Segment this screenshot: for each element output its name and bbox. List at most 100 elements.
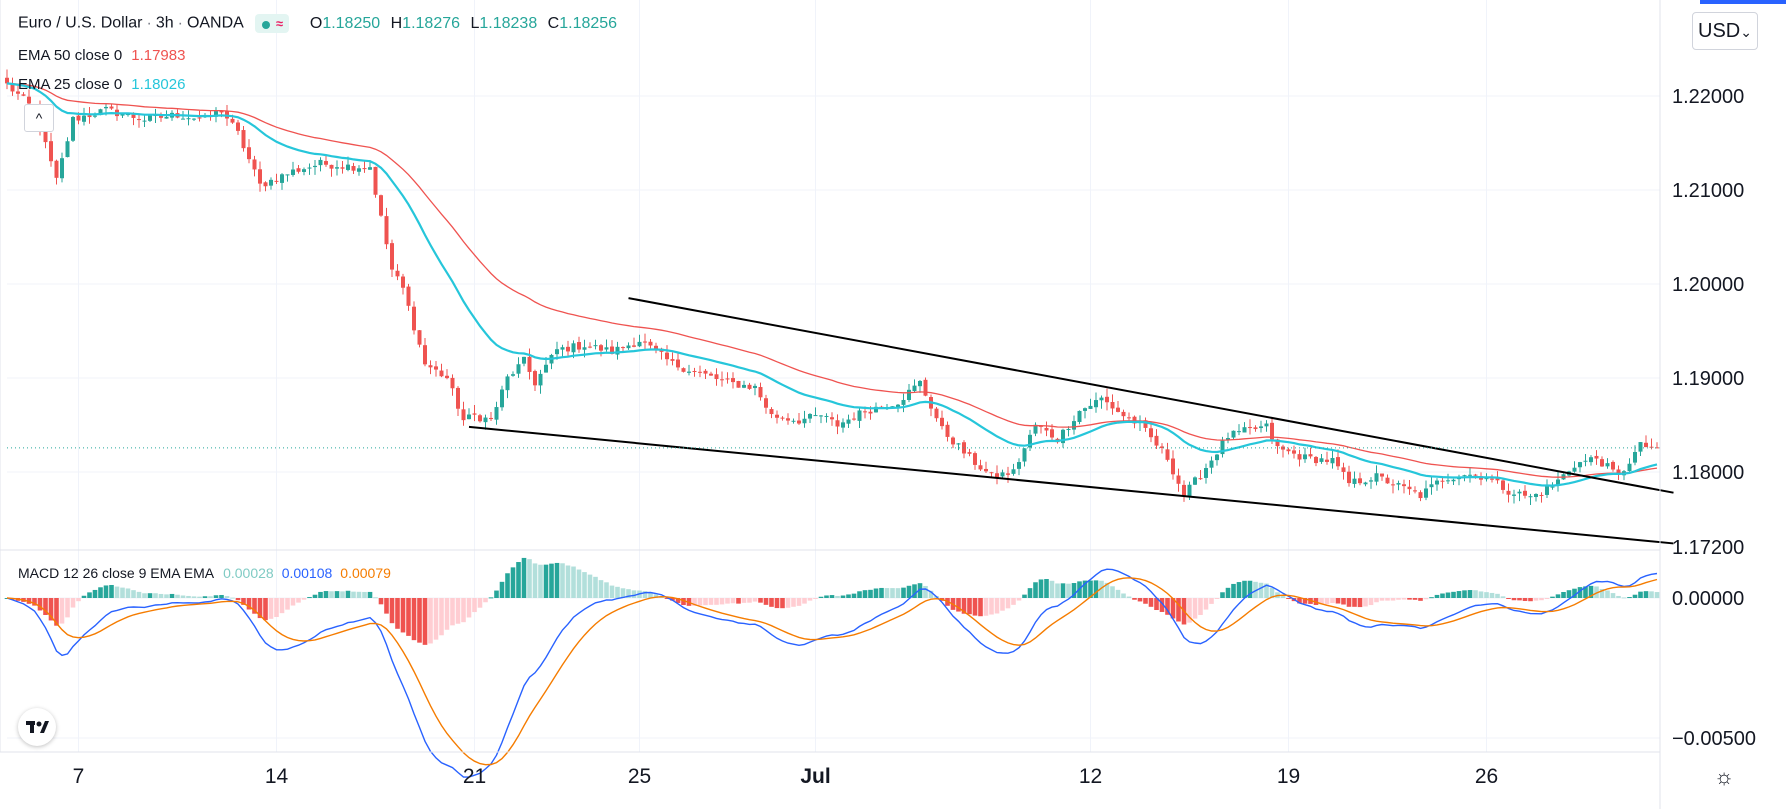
candle-body bbox=[428, 365, 433, 368]
macd-histogram-bar bbox=[1242, 580, 1247, 598]
ema25-legend[interactable]: EMA 25 close 0 1.18026 bbox=[18, 76, 185, 93]
macd-histogram-bar bbox=[1198, 598, 1203, 615]
candle-body bbox=[1050, 429, 1054, 438]
candle-body bbox=[357, 168, 361, 172]
macd-histogram-bar bbox=[692, 598, 697, 606]
candle-body bbox=[703, 370, 708, 374]
candle-body bbox=[54, 160, 59, 178]
candle-body bbox=[1369, 480, 1373, 482]
macd-histogram-bar bbox=[1363, 598, 1368, 607]
currency-button[interactable]: USD⌄ bbox=[1692, 12, 1758, 50]
candle-body bbox=[1303, 454, 1307, 460]
candle-body bbox=[137, 119, 141, 121]
candle-body bbox=[945, 424, 950, 437]
candle-body bbox=[1462, 475, 1467, 477]
macd-histogram-bar bbox=[136, 591, 142, 598]
macd-histogram-bar bbox=[758, 598, 763, 603]
candle-body bbox=[846, 419, 851, 424]
macd-histogram-bar bbox=[923, 585, 928, 598]
candle-body bbox=[65, 141, 70, 158]
macd-histogram-bar bbox=[1555, 594, 1561, 598]
candle-body bbox=[1198, 478, 1203, 480]
macd-histogram-bar bbox=[961, 598, 967, 614]
macd-histogram-bar bbox=[725, 598, 730, 604]
macd-histogram-bar bbox=[1467, 590, 1473, 598]
macd-histogram-bar bbox=[230, 597, 235, 599]
ema50-legend[interactable]: EMA 50 close 0 1.17983 bbox=[18, 47, 185, 64]
candle-body bbox=[1638, 442, 1643, 452]
candle-body bbox=[219, 110, 224, 113]
macd-histogram-bar bbox=[1038, 579, 1044, 598]
candle-body bbox=[247, 147, 251, 160]
candle-body bbox=[1589, 457, 1593, 463]
market-status-icon[interactable]: ≈ bbox=[255, 14, 290, 33]
candle-body bbox=[1270, 422, 1274, 440]
collapse-legend-button[interactable]: ^ bbox=[24, 104, 54, 132]
macd-histogram-bar bbox=[301, 598, 307, 600]
macd-histogram-bar bbox=[65, 598, 70, 618]
macd-histogram-bar bbox=[1022, 594, 1027, 598]
candle-body bbox=[186, 118, 191, 120]
macd-histogram-bar bbox=[769, 598, 774, 607]
macd-histogram-bar bbox=[1027, 588, 1033, 598]
macd-legend[interactable]: MACD 12 26 close 9 EMA EMA 0.00028 0.00108… bbox=[18, 565, 391, 581]
macd-histogram-bar bbox=[1044, 579, 1049, 598]
candle-body bbox=[1011, 469, 1016, 474]
macd-histogram-bar bbox=[653, 594, 659, 598]
candle-body bbox=[951, 437, 955, 445]
candle-body bbox=[1451, 479, 1456, 482]
candle-body bbox=[423, 345, 427, 365]
candle-body bbox=[1556, 479, 1560, 486]
ema50-label: EMA 50 close 0 bbox=[18, 47, 123, 64]
candle-body bbox=[302, 169, 306, 172]
macd-histogram-bar bbox=[1368, 598, 1374, 606]
macd-histogram-bar bbox=[257, 598, 263, 619]
candle-body bbox=[181, 118, 185, 120]
candle-body bbox=[148, 115, 152, 121]
macd-histogram-bar bbox=[318, 591, 323, 598]
candle-body bbox=[868, 411, 873, 414]
macd-histogram-bar bbox=[92, 589, 98, 598]
macd-histogram-bar bbox=[1220, 592, 1225, 598]
tradingview-logo-icon[interactable] bbox=[18, 708, 56, 746]
macd-histogram-bar bbox=[406, 598, 411, 636]
candle-body bbox=[1380, 473, 1384, 477]
candle-body bbox=[1132, 416, 1137, 424]
macd-histogram-bar bbox=[615, 586, 620, 598]
ema25-line bbox=[6, 82, 1658, 487]
candle-body bbox=[98, 109, 103, 116]
macd-histogram-bar bbox=[802, 598, 807, 604]
candle-body bbox=[973, 453, 977, 465]
macd-histogram-bar bbox=[670, 598, 675, 601]
macd-histogram-bar bbox=[488, 597, 494, 599]
candle-body bbox=[93, 115, 97, 117]
candle-body bbox=[395, 270, 400, 277]
gear-icon[interactable]: ☼ bbox=[1714, 764, 1735, 789]
macd-histogram-bar bbox=[428, 598, 433, 644]
macd-histogram-bar bbox=[345, 590, 351, 598]
candle-body bbox=[1143, 420, 1148, 428]
macd-histogram-bar bbox=[1352, 598, 1357, 607]
macd-histogram-bar bbox=[648, 592, 653, 598]
candle-body bbox=[1110, 402, 1115, 409]
macd-histogram-bar bbox=[1280, 596, 1286, 598]
candle-body bbox=[16, 91, 20, 94]
macd-histogram-bar bbox=[807, 598, 813, 601]
macd-histogram-bar bbox=[1583, 586, 1588, 598]
candle-body bbox=[995, 473, 999, 478]
interval-label[interactable]: 3h bbox=[155, 14, 174, 32]
macd-histogram-bar bbox=[851, 593, 857, 598]
macd-histogram-bar bbox=[1495, 593, 1500, 598]
candle-body bbox=[1594, 455, 1599, 459]
macd-histogram-bar bbox=[54, 598, 59, 626]
macd-histogram-bar bbox=[1627, 597, 1632, 599]
macd-histogram-bar bbox=[76, 598, 81, 602]
candle-body bbox=[984, 468, 988, 472]
symbol-name[interactable]: Euro / U.S. Dollar bbox=[18, 14, 143, 32]
high-label: H bbox=[390, 14, 403, 32]
candle-body bbox=[665, 352, 669, 360]
candle-body bbox=[467, 414, 471, 420]
macd-histogram-bar bbox=[967, 598, 972, 615]
macd-histogram-bar bbox=[543, 564, 549, 598]
